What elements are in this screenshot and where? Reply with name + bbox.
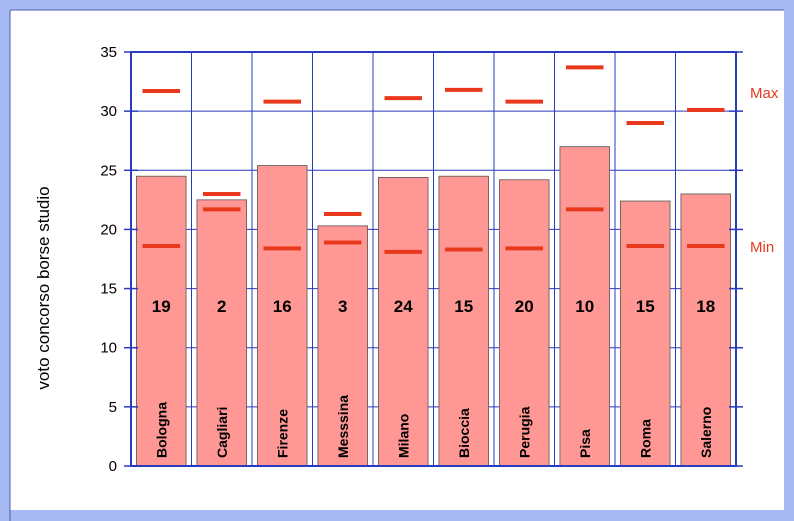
count-label: 19 <box>152 297 171 316</box>
count-label: 10 <box>575 297 594 316</box>
category-label: Bioccia <box>456 408 472 458</box>
bar-bioccia <box>438 175 489 467</box>
count-label: 18 <box>696 297 715 316</box>
bars <box>136 146 731 467</box>
bar-labels: 19 Bologna 2 Cagliari 16 Firenze 3 Messsina 24 Mi… <box>152 297 715 458</box>
markers <box>142 65 725 254</box>
bar-pisa <box>559 146 610 467</box>
category-label: Roma <box>637 419 653 458</box>
bar-cagliari <box>196 199 247 467</box>
bar-messsina <box>317 225 368 467</box>
legend-min: Min <box>750 239 774 256</box>
y-tick-label: 0 <box>109 458 117 475</box>
category-label: Perugia <box>516 406 532 458</box>
legend-max: Max <box>750 85 779 102</box>
category-label: Bologna <box>153 402 169 458</box>
y-tick-label: 5 <box>109 399 117 416</box>
count-label: 24 <box>394 297 413 316</box>
plot-border <box>130 51 737 467</box>
y-tick-label: 10 <box>100 340 117 357</box>
left-band <box>0 0 10 521</box>
y-tick-label: 35 <box>100 44 117 61</box>
category-label: Milano <box>395 414 411 458</box>
right-band <box>784 0 794 521</box>
count-label: 3 <box>338 297 347 316</box>
y-tick-label: 30 <box>100 103 117 120</box>
y-axis-label: voto concorso borse studio <box>34 186 53 389</box>
count-label: 20 <box>515 297 534 316</box>
y-tick-label: 20 <box>100 221 117 238</box>
y-tick-label: 25 <box>100 162 117 179</box>
y-axis: 0 5 10 15 20 25 30 35 <box>100 44 743 475</box>
category-label: Messsina <box>335 395 351 458</box>
top-band <box>0 0 794 10</box>
y-tick-label: 15 <box>100 281 117 298</box>
count-label: 2 <box>217 297 226 316</box>
bar-firenze <box>257 165 308 467</box>
bottom-band <box>0 510 794 521</box>
category-label: Pisa <box>577 429 593 458</box>
count-label: 16 <box>273 297 292 316</box>
category-label: Cagliari <box>214 407 230 458</box>
bar-milano <box>378 176 429 467</box>
category-label: Firenze <box>274 409 290 458</box>
bar-perugia <box>499 179 550 467</box>
category-label: Salerno <box>698 407 714 458</box>
count-label: 15 <box>454 297 473 316</box>
bar-bologna <box>136 175 187 467</box>
count-label: 15 <box>636 297 655 316</box>
